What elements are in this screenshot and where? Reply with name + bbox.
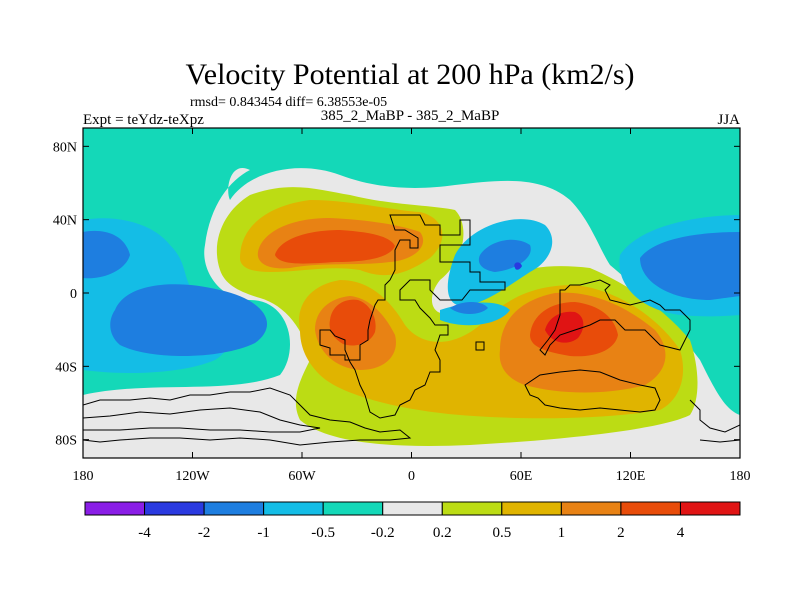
coastline-antarctic-peninsula: [689, 399, 740, 443]
y-tick-label: 40N: [53, 214, 77, 229]
y-tick-label: 80S: [55, 434, 77, 449]
colorbar: -4 -2 -1 -0.5 -0.2 0.2 0.5 1 2 4: [84, 501, 741, 541]
y-tick-label: 80N: [53, 140, 77, 155]
contour-band-neg-1-west-pacific: [640, 232, 740, 300]
colorbar-swatch: [144, 501, 205, 516]
x-tick-label: 0: [408, 469, 415, 484]
x-tick-label: 60W: [288, 469, 316, 484]
colorbar-swatch: [263, 501, 324, 516]
coastline-antarctica: [83, 387, 412, 446]
x-axis: 180 120W 60W 0 60E 120E 180: [73, 128, 751, 484]
coastline-australia: [524, 369, 661, 413]
colorbar-label: 0.5: [492, 525, 511, 541]
coastline-arabia: [475, 341, 485, 351]
x-tick-label: 120E: [616, 469, 646, 484]
contour-band-neg-2-west-pacific: [514, 262, 522, 270]
x-tick-label: 180: [73, 469, 94, 484]
colorbar-label: 0.2: [433, 525, 452, 541]
subtitle-center: 385_2_MaBP - 385_2_MaBP: [321, 108, 500, 124]
y-tick-label: 40S: [55, 360, 77, 375]
colorbar-swatch: [560, 501, 622, 516]
stats-line: rmsd= 0.843454 diff= 6.38553e-05: [190, 95, 387, 110]
colorbar-label: -0.5: [311, 525, 335, 541]
colorbar-swatch: [501, 501, 562, 516]
contour-band-neg-1-north-africa: [450, 239, 531, 314]
colorbar-swatch: [620, 501, 681, 516]
colorbar-swatch: [203, 501, 265, 516]
subtitle-left: Expt = teYdz-teXpz: [83, 112, 204, 128]
coastline-antarctica-inner: [83, 407, 321, 433]
subtitle-right: JJA: [717, 112, 740, 128]
contour-band-pos-4: [545, 311, 584, 343]
x-tick-label: 120W: [175, 469, 210, 484]
colorbar-swatch: [441, 501, 503, 516]
colorbar-label: 1: [558, 525, 566, 541]
colorbar-label: -0.2: [371, 525, 395, 541]
colorbar-swatch: [84, 501, 146, 516]
y-axis: 80N 40N 0 40S 80S: [53, 140, 740, 449]
coastline-asia-indian: [539, 279, 691, 356]
coastlines: [83, 214, 740, 446]
x-tick-label: 180: [730, 469, 751, 484]
colorbar-label: -4: [138, 525, 151, 541]
contour-band-pos-2: [275, 230, 618, 357]
colorbar-label: -1: [257, 525, 270, 541]
contour-field: [83, 128, 740, 458]
chart-title: Velocity Potential at 200 hPa (km2/s): [185, 58, 634, 91]
coastline-europe-africa: [319, 214, 506, 419]
y-tick-label: 0: [70, 287, 77, 302]
colorbar-label: -2: [198, 525, 211, 541]
colorbar-swatch: [382, 501, 443, 516]
colorbar-swatch: [679, 501, 741, 516]
colorbar-label: 2: [617, 525, 625, 541]
contour-band-neg-1-east-pacific: [83, 230, 268, 357]
colorbar-swatch: [322, 501, 384, 516]
x-tick-label: 60E: [510, 469, 533, 484]
colorbar-label: 4: [677, 525, 685, 541]
